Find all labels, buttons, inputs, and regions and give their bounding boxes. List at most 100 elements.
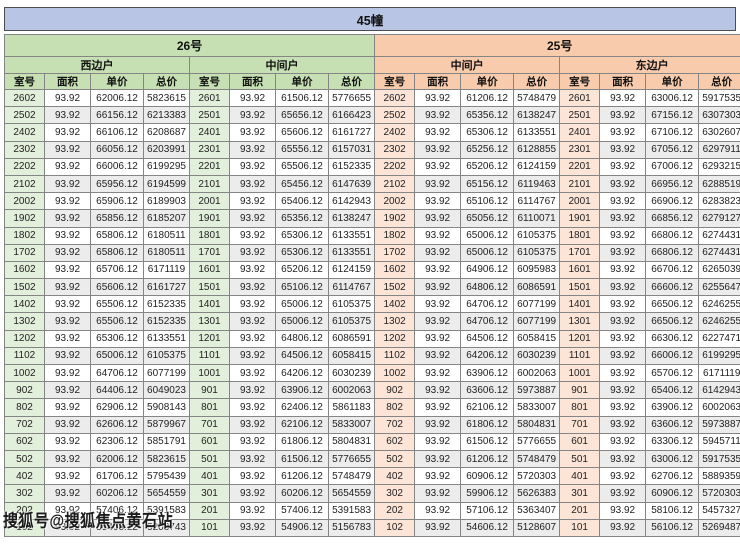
area-cell: 93.92 <box>229 518 276 537</box>
unit-price-cell: 63906.12 <box>460 363 515 383</box>
area-cell: 93.92 <box>44 226 91 245</box>
area-cell: 93.92 <box>414 484 462 503</box>
unit-price-cell: 61206.12 <box>460 88 515 108</box>
room-number-cell: 401 <box>189 467 230 486</box>
total-price-cell: 6128855 <box>513 140 561 159</box>
table-row: 1102 93.92 65006.12 6105375 1101 93.92 64506.1… <box>4 346 740 366</box>
unit-price-cell: 66006.12 <box>90 157 144 176</box>
room-number-cell: 1802 <box>4 226 45 245</box>
area-cell: 93.92 <box>599 518 647 537</box>
unit-price-cell: 64506.12 <box>275 346 329 366</box>
table-row: 802 93.92 62906.12 5908143 801 93.92 62406.12 5… <box>4 398 740 417</box>
area-cell: 93.92 <box>229 467 276 486</box>
area-cell: 93.92 <box>229 157 276 176</box>
area-cell: 93.92 <box>229 312 276 331</box>
total-price-cell: 6095983 <box>513 260 561 280</box>
area-cell: 93.92 <box>44 467 91 486</box>
room-number-cell: 901 <box>559 381 601 400</box>
table-row: 2602 93.92 62006.12 5823615 2601 93.92 61506.1… <box>4 88 740 108</box>
table-row: 1502 93.92 65606.12 6161727 1501 93.92 65106.1… <box>4 278 740 297</box>
total-price-cell: 5363407 <box>513 501 561 520</box>
total-price-cell: 6114767 <box>513 192 561 211</box>
area-cell: 93.92 <box>414 363 462 383</box>
unit-price-cell: 66806.12 <box>645 243 700 262</box>
total-price-cell: 5776655 <box>513 432 561 451</box>
total-price-cell: 6049023 <box>143 381 190 400</box>
unit-price-cell: 66306.12 <box>645 329 700 348</box>
total-price-cell: 5128607 <box>513 518 561 537</box>
area-cell: 93.92 <box>44 140 91 159</box>
unit-price-cell: 61506.12 <box>275 449 329 469</box>
unit-price-cell: 65806.12 <box>90 243 144 262</box>
total-price-cell: 6077199 <box>513 312 561 331</box>
room-number-cell: 2502 <box>374 106 416 125</box>
room-number-cell: 502 <box>4 449 45 469</box>
total-price-cell: 5391583 <box>327 501 376 520</box>
total-price-cell: 5626383 <box>513 484 561 503</box>
area-cell: 93.92 <box>599 174 647 194</box>
room-number-cell: 202 <box>374 501 416 520</box>
area-cell: 93.92 <box>229 174 276 194</box>
unit-price-cell: 57406.12 <box>90 501 144 520</box>
room-number-cell: 2501 <box>559 106 601 125</box>
column-header-row: 室号 面积 单价 总价 室号 面积 单价 总价 室号 面积 单价 总价 室号 面积 单价 总价 <box>4 73 740 90</box>
area-cell: 93.92 <box>414 192 462 211</box>
table-row: 1802 93.92 65806.12 6180511 1801 93.92 65306.1… <box>4 226 740 245</box>
unit-price-cell: 63606.12 <box>460 381 515 400</box>
total-price-cell: 6255647 <box>698 278 740 297</box>
table-row: 102 93.92 55406.12 5203743 101 93.92 54906.12 5… <box>4 518 740 537</box>
unit-price-cell: 64806.12 <box>275 329 329 348</box>
unit-price-cell: 64906.12 <box>460 260 515 280</box>
room-number-cell: 102 <box>374 518 416 537</box>
total-price-cell: 6293215 <box>698 157 740 176</box>
room-number-cell: 2401 <box>559 123 601 142</box>
unit-price-cell: 65856.12 <box>90 209 144 228</box>
total-price-cell: 6246255 <box>698 312 740 331</box>
total-price-cell: 5823615 <box>143 449 190 469</box>
area-cell: 93.92 <box>599 88 647 108</box>
unit-price-cell: 65206.12 <box>460 157 515 176</box>
room-number-cell: 2602 <box>4 88 45 108</box>
unit-price-cell: 64706.12 <box>90 363 144 383</box>
room-number-cell: 702 <box>374 415 416 434</box>
column-header: 总价 <box>698 73 740 90</box>
area-cell: 93.92 <box>229 381 276 400</box>
area-cell: 93.92 <box>44 192 91 211</box>
room-number-cell: 1301 <box>189 312 230 331</box>
unit-price-cell: 65506.12 <box>275 157 329 176</box>
column-header: 面积 <box>414 73 462 90</box>
table-row: 2302 93.92 66056.12 6203991 2301 93.92 65556.1… <box>4 140 740 159</box>
room-number-cell: 202 <box>4 501 45 520</box>
area-cell: 93.92 <box>229 209 276 228</box>
table-row: 1602 93.92 65706.12 6171119 1601 93.92 65206.1… <box>4 260 740 280</box>
unit-price-cell: 67006.12 <box>645 157 700 176</box>
room-number-cell: 2602 <box>374 88 416 108</box>
area-cell: 93.92 <box>44 501 91 520</box>
room-number-cell: 2202 <box>374 157 416 176</box>
area-cell: 93.92 <box>599 363 647 383</box>
room-number-cell: 1602 <box>4 260 45 280</box>
room-number-cell: 1201 <box>189 329 230 348</box>
area-cell: 93.92 <box>599 312 647 331</box>
unit-price-cell: 66506.12 <box>645 295 700 314</box>
unit-price-cell: 60206.12 <box>275 484 329 503</box>
building-title: 45幢 <box>356 13 384 28</box>
room-number-cell: 2201 <box>189 157 230 176</box>
room-number-cell: 2301 <box>189 140 230 159</box>
room-number-cell: 1802 <box>374 226 416 245</box>
table-row: 902 93.92 64406.12 6049023 901 93.92 63906.12 6… <box>4 381 740 400</box>
unit-price-cell: 63006.12 <box>645 449 700 469</box>
total-price-cell: 6110071 <box>513 209 561 228</box>
area-cell: 93.92 <box>414 295 462 314</box>
table-row: 2102 93.92 65956.12 6194599 2101 93.92 65456.1… <box>4 174 740 194</box>
column-header: 面积 <box>599 73 647 90</box>
table-row: 1702 93.92 65806.12 6180511 1701 93.92 65306.1… <box>4 243 740 262</box>
unit-price-cell: 65206.12 <box>275 260 329 280</box>
area-cell: 93.92 <box>229 501 276 520</box>
room-number-cell: 1201 <box>559 329 601 348</box>
area-cell: 93.92 <box>229 278 276 297</box>
table-row: 2202 93.92 66006.12 6199295 2201 93.92 65506.1… <box>4 157 740 176</box>
total-price-cell: 5748479 <box>327 467 376 486</box>
area-cell: 93.92 <box>414 449 462 469</box>
